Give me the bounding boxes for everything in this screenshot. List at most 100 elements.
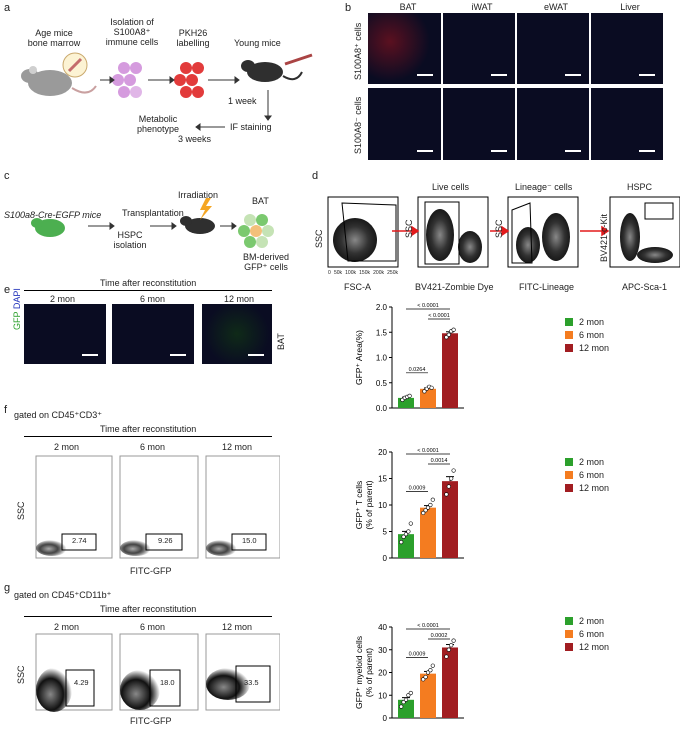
b-image-iwat-pos — [443, 13, 515, 84]
g-value-6: 18.0 — [160, 678, 175, 687]
a-step6: Metabolic phenotype — [136, 114, 180, 134]
legend-label: 2 mon — [579, 615, 605, 626]
f-value-12: 15.0 — [242, 536, 257, 545]
panel-label-d: d — [312, 170, 319, 182]
green-mouse-icon — [31, 218, 65, 237]
panel-label-e: e — [4, 284, 11, 296]
d-fsc-tick: 0 — [328, 270, 331, 276]
data-point — [399, 539, 404, 545]
y-tick-label: 0 — [383, 714, 388, 723]
b-image-ewat-neg — [517, 88, 589, 160]
lightning-icon — [200, 198, 212, 220]
b-col-iwat: iWAT — [471, 2, 493, 12]
labelled-cells-icon — [174, 62, 204, 98]
y-tick-label: 0.5 — [376, 379, 388, 388]
p-value-label: 0.0014 — [431, 458, 448, 464]
legend-label: 2 mon — [579, 456, 605, 467]
d-plot2-title: Live cells — [432, 182, 470, 192]
y-tick-label: 30 — [378, 646, 387, 655]
p-value-label: 0.0009 — [409, 652, 426, 658]
g-header-line — [24, 616, 272, 617]
c-step2: Irradiation — [178, 190, 219, 200]
c-tissue: BAT — [252, 196, 269, 206]
data-point — [449, 476, 454, 481]
f-header: Time after reconstitution — [100, 424, 197, 434]
d-fsc-tick: 100k — [345, 270, 356, 276]
y-tick-label: 15 — [378, 475, 387, 484]
y-tick-label: 1.5 — [376, 328, 388, 337]
data-point — [444, 492, 449, 497]
f-flow-plots — [35, 455, 280, 559]
y-tick-label: 20 — [378, 669, 387, 678]
legend-swatch-12 — [565, 343, 573, 352]
a-step3: PKH26 labelling — [176, 28, 210, 48]
data-point — [403, 697, 409, 702]
d-plot1-x: FSC-A — [344, 282, 371, 292]
legend-swatch-2 — [565, 457, 573, 466]
g-header: Time after reconstitution — [100, 604, 197, 614]
data-point — [408, 690, 413, 696]
data-point — [428, 668, 433, 673]
legend-label: 12 mon — [579, 641, 610, 652]
d-fsc-tick: 150k — [359, 270, 370, 276]
e-header: Time after reconstitution — [100, 278, 197, 288]
bar-12-mon — [442, 647, 458, 718]
bar-6-mon — [420, 388, 436, 408]
black-mouse-icon — [180, 216, 215, 234]
bone-icon — [62, 52, 88, 78]
b-image-bat-neg — [368, 88, 441, 160]
data-point — [446, 647, 451, 652]
legend-swatch-6 — [565, 629, 573, 638]
g-y: SSC — [16, 665, 26, 684]
e-time-6: 6 mon — [140, 294, 166, 304]
a-step5: IF staining — [230, 122, 272, 132]
legend-swatch-12 — [565, 642, 573, 651]
c-step1: Transplantation — [122, 208, 184, 218]
chart-f: 0 5 10 15 20 GFP⁺ T cells (% of parent) 0.0009 0… — [354, 448, 464, 563]
bar-6-mon — [420, 507, 436, 558]
chart-e: 0.0 0.5 1.0 1.5 2.0 GFP⁺ Area(%) 0.0264 < 0.000… — [354, 303, 464, 413]
e-stain-gfp: GFP — [12, 311, 22, 330]
data-point — [449, 643, 454, 648]
g-value-12: 33.5 — [244, 678, 259, 687]
y-tick-label: 20 — [378, 448, 387, 457]
legend-label: 2 mon — [579, 316, 605, 327]
c-result: BM-derived GFP⁺ cells — [242, 252, 289, 272]
data-point — [444, 654, 449, 659]
f-value-6: 9.26 — [158, 536, 173, 545]
data-point — [407, 393, 412, 398]
a-step1: Age mice bone marrow — [27, 28, 81, 48]
syringe-icon — [284, 53, 313, 66]
g-time-12: 12 mon — [222, 622, 253, 632]
legend-label: 6 mon — [579, 628, 605, 639]
legend-label: 12 mon — [579, 482, 610, 493]
y-tick-label: 0 — [383, 554, 388, 563]
bar-12-mon — [442, 481, 458, 558]
p-value-label: < 0.0001 — [417, 303, 439, 309]
f-time-6: 6 mon — [140, 442, 166, 452]
d-fsc-tick: 200k — [373, 270, 384, 276]
data-point — [423, 508, 428, 513]
panel-label-a: a — [4, 2, 11, 14]
b-image-bat-pos — [368, 13, 441, 84]
data-point — [406, 529, 411, 534]
data-point — [408, 521, 413, 526]
young-mouse-icon — [241, 60, 303, 82]
bar-12-mon — [442, 333, 458, 408]
f-x: FITC-GFP — [130, 566, 172, 576]
bar-6-mon — [420, 673, 436, 718]
f-time-12: 12 mon — [222, 442, 253, 452]
d-fsc-tick: 250k — [387, 270, 398, 276]
d-plot4-title: HSPC — [627, 182, 653, 192]
y-tick-label: 0.0 — [376, 404, 388, 413]
p-value-label: < 0.0001 — [417, 623, 439, 629]
f-value-2: 2.74 — [72, 536, 87, 545]
g-time-2: 2 mon — [54, 622, 80, 632]
d-fsc-tick: 50k — [333, 270, 342, 276]
data-point — [451, 468, 456, 473]
data-point — [428, 502, 433, 508]
p-value-label: < 0.0001 — [417, 448, 439, 454]
mouse-icon — [21, 66, 97, 96]
data-point — [399, 704, 404, 709]
b-col-bat: BAT — [399, 2, 417, 12]
